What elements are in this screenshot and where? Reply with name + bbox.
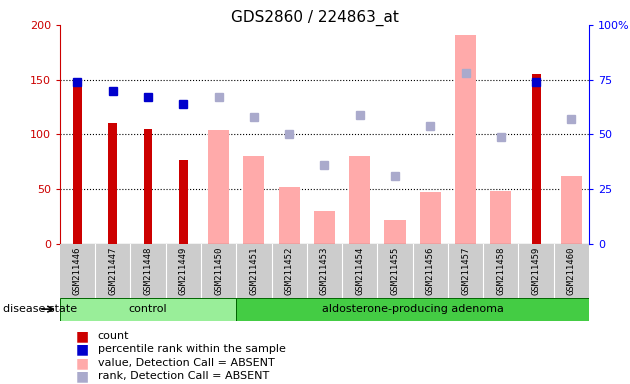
Bar [236,298,589,321]
Bar [60,298,236,321]
Text: GSM211453: GSM211453 [320,247,329,295]
Text: GSM211460: GSM211460 [567,247,576,295]
Text: GSM211446: GSM211446 [73,247,82,295]
Text: GSM211447: GSM211447 [108,247,117,295]
Bar [420,192,441,244]
Text: control: control [129,304,168,314]
Text: GSM211449: GSM211449 [179,247,188,295]
Bar [314,211,335,244]
Text: ■: ■ [76,343,89,356]
Text: GSM211459: GSM211459 [532,247,541,295]
Text: GSM211451: GSM211451 [249,247,258,295]
Bar [455,35,476,244]
Text: ■: ■ [76,369,89,383]
Bar [208,130,229,244]
Text: GSM211448: GSM211448 [144,247,152,295]
Text: GSM211457: GSM211457 [461,247,470,295]
Bar [179,160,188,244]
Text: GSM211458: GSM211458 [496,247,505,295]
Bar [532,74,541,244]
Bar [384,220,406,244]
Bar [243,156,265,244]
Text: disease state: disease state [3,304,77,314]
Text: rank, Detection Call = ABSENT: rank, Detection Call = ABSENT [98,371,269,381]
Bar [561,176,582,244]
Text: GSM211454: GSM211454 [355,247,364,295]
Bar [490,191,512,244]
Text: aldosterone-producing adenoma: aldosterone-producing adenoma [322,304,503,314]
Bar [349,156,370,244]
Text: ■: ■ [76,329,89,343]
Text: percentile rank within the sample: percentile rank within the sample [98,344,285,354]
Bar [278,187,300,244]
Bar [144,129,152,244]
Bar [73,82,82,244]
Text: GSM211450: GSM211450 [214,247,223,295]
Text: GSM211456: GSM211456 [426,247,435,295]
Text: count: count [98,331,129,341]
Text: GDS2860 / 224863_at: GDS2860 / 224863_at [231,10,399,26]
Text: value, Detection Call = ABSENT: value, Detection Call = ABSENT [98,358,275,368]
Bar [108,124,117,244]
Text: ■: ■ [76,356,89,370]
Text: GSM211455: GSM211455 [391,247,399,295]
Text: GSM211452: GSM211452 [285,247,294,295]
